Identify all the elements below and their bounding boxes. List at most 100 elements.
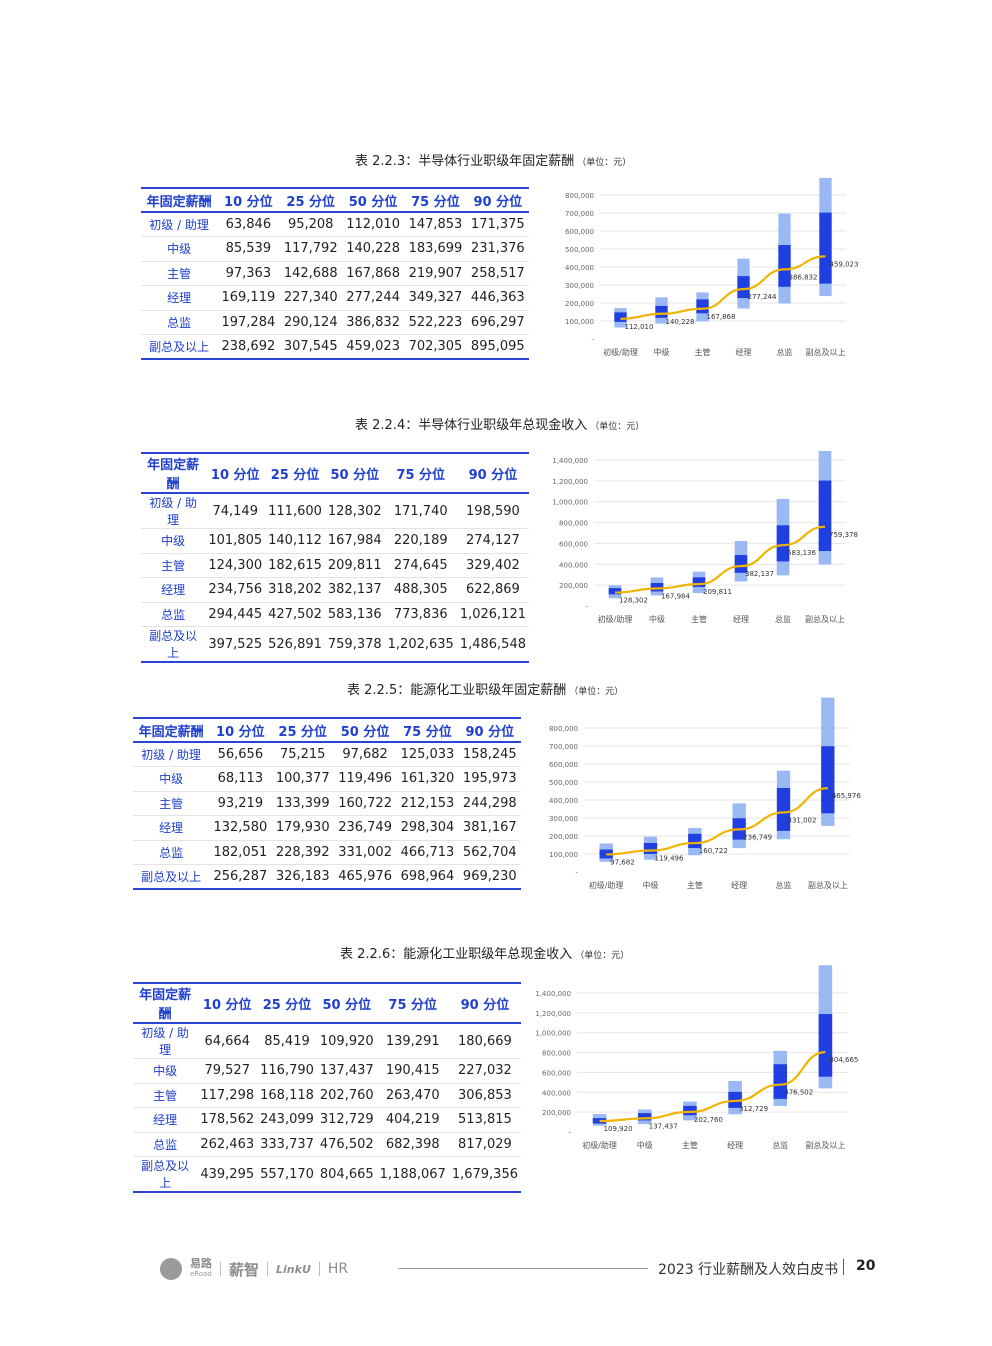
salary-cell: 202,760 <box>316 1083 377 1108</box>
header-label: 年固定薪酬 <box>147 458 200 492</box>
level-label: 初级 / 助理 <box>133 742 210 767</box>
table-unit: （单位：元） <box>577 158 632 168</box>
salary-cell: 133,399 <box>271 791 334 816</box>
salary-cell: 1,486,548 <box>459 636 526 652</box>
salary-cell: 698,964 <box>400 869 455 884</box>
salary-cell: 236,749 <box>333 815 397 841</box>
salary-cell: 124,300 <box>205 553 266 578</box>
header-percentile: 50 分位 <box>340 724 390 740</box>
salary-cell: 258,517 <box>466 261 529 286</box>
salary-cell: 137,437 <box>316 1058 377 1084</box>
bar-p25-p75 <box>696 299 709 314</box>
salary-chart: - 200,000 400,000 600,000 800,000 1,000,000 1,… <box>552 450 858 624</box>
salary-cell: 167,868 <box>341 261 405 286</box>
y-tick-label: 200,000 <box>549 833 578 841</box>
salary-cell: 696,297 <box>466 310 529 335</box>
salary-cell: 116,790 <box>257 1058 317 1084</box>
x-tick-label: 经理 <box>733 614 749 624</box>
salary-cell: 74,149 <box>205 493 266 529</box>
x-tick-label: 经理 <box>736 347 752 357</box>
salary-cell: 583,136 <box>324 602 385 627</box>
median-line <box>606 787 828 856</box>
salary-chart: - 200,000 400,000 600,000 800,000 1,000,000 1,… <box>535 965 858 1150</box>
table-title: 表 2.2.4：半导体行业职级年总现金收入 （单位：元） <box>355 414 644 433</box>
salary-cell: 1,188,067 <box>379 1166 446 1182</box>
table-header-row: 年固定薪酬 10 分位 25 分位 50 分位 75 分位 90 分位 <box>141 188 529 212</box>
salary-cell: 262,463 <box>197 1132 258 1157</box>
salary-cell: 97,363 <box>217 261 280 286</box>
bar-p25-p75 <box>818 1014 833 1077</box>
header-percentile: 25 分位 <box>270 467 320 483</box>
y-tick-label: 200,000 <box>542 1109 571 1117</box>
x-tick-label: 主管 <box>695 347 711 357</box>
salary-cell: 64,664 <box>197 1023 258 1059</box>
level-label: 主管 <box>133 791 210 816</box>
table-row: 初级 / 助理 56,656 75,215 97,682 125,033 158,245 <box>133 742 521 767</box>
salary-cell: 112,010 <box>341 212 405 237</box>
y-tick-label: 200,000 <box>559 582 588 590</box>
salary-cell: 169,119 <box>217 285 280 311</box>
salary-cell: 178,562 <box>197 1107 258 1133</box>
y-tick-label: - <box>585 603 588 611</box>
level-label: 经理 <box>141 577 206 603</box>
table-unit: （单位：元） <box>575 951 630 961</box>
logo-divider <box>220 1262 221 1276</box>
linku-logo: LinkU <box>276 1262 311 1276</box>
table-row: 经理 178,562 243,099 312,729 404,219 513,815 <box>133 1107 521 1133</box>
eroad-logo-icon <box>160 1258 182 1280</box>
table-header-row: 年固定薪酬 10 分位 25 分位 50 分位 75 分位 90 分位 <box>141 453 529 493</box>
y-tick-label: 700,000 <box>549 743 578 751</box>
y-tick-label: 800,000 <box>549 725 578 733</box>
header-percentile: 25 分位 <box>262 997 312 1013</box>
salary-cell: 349,327 <box>404 285 467 311</box>
salary-cell: 290,124 <box>279 310 342 335</box>
salary-cell: 759,378 <box>327 636 382 652</box>
salary-cell: 227,340 <box>279 285 342 311</box>
salary-cell: 128,302 <box>324 493 385 529</box>
salary-cell: 132,580 <box>209 815 272 841</box>
salary-cell: 79,527 <box>197 1058 258 1084</box>
salary-cell: 160,722 <box>333 791 397 816</box>
table-unit: （单位：元） <box>590 422 645 432</box>
header-percentile: 75 分位 <box>388 997 438 1013</box>
level-label: 初级 / 助理 <box>133 1023 198 1059</box>
salary-cell: 439,295 <box>200 1166 255 1182</box>
salary-cell: 1,202,635 <box>387 636 454 652</box>
salary-cell: 318,202 <box>265 577 325 603</box>
salary-cell: 97,682 <box>333 742 397 767</box>
salary-cell: 238,692 <box>221 339 276 354</box>
salary-cell: 446,363 <box>466 285 529 311</box>
data-label: 759,378 <box>829 531 858 539</box>
bar-p25-p75 <box>819 212 832 284</box>
y-tick-label: 1,000,000 <box>552 499 588 507</box>
salary-cell: 125,033 <box>396 742 459 767</box>
salary-cell: 1,679,356 <box>451 1166 518 1182</box>
x-tick-label: 初级/助理 <box>598 614 633 624</box>
header-percentile: 90 分位 <box>473 194 523 210</box>
salary-cell: 158,245 <box>458 742 521 767</box>
table-row: 副总及以上 439,295 557,170 804,665 1,188,067 1,679… <box>133 1157 521 1192</box>
x-tick-label: 副总及以上 <box>806 347 846 357</box>
salary-cell: 298,304 <box>396 815 459 841</box>
header-label: 年固定薪酬 <box>146 194 212 210</box>
level-label: 总监 <box>133 1132 198 1157</box>
y-tick-label: 200,000 <box>565 300 594 308</box>
data-label: 382,137 <box>745 570 774 578</box>
table-row: 中级 79,527 116,790 137,437 190,415 227,032 <box>133 1058 521 1084</box>
y-tick-label: 300,000 <box>549 815 578 823</box>
x-tick-label: 初级/助理 <box>582 1140 617 1150</box>
x-tick-label: 主管 <box>687 880 703 890</box>
salary-cell: 804,665 <box>319 1166 374 1182</box>
salary-cell: 274,127 <box>456 528 529 554</box>
header-percentile: 75 分位 <box>403 724 452 740</box>
x-tick-label: 副总及以上 <box>808 880 848 890</box>
table-row: 经理 169,119 227,340 277,244 349,327 446,363 <box>141 285 529 311</box>
salary-cell: 307,545 <box>283 339 338 354</box>
table-row: 中级 68,113 100,377 119,496 161,320 195,973 <box>133 766 521 792</box>
data-label: 167,984 <box>661 592 690 600</box>
salary-cell: 263,470 <box>376 1083 449 1108</box>
level-label: 副总及以上 <box>141 870 202 884</box>
table-row: 主管 97,363 142,688 167,868 219,907 258,517 <box>141 261 529 286</box>
header-percentile: 10 分位 <box>210 467 260 483</box>
y-tick-label: 100,000 <box>565 318 594 326</box>
